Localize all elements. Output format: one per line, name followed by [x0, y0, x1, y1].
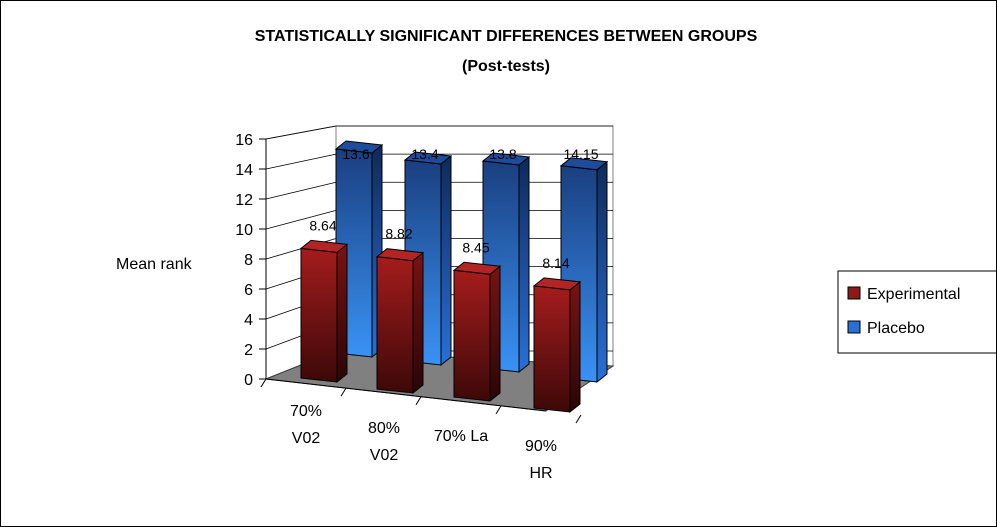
- bar-experimental-top: [532, 277, 582, 291]
- bar-experimental: [532, 277, 582, 414]
- bar-experimental-side: [412, 251, 424, 395]
- legend-swatch-placebo: [847, 320, 861, 334]
- data-label-experimental: 8.14: [542, 255, 569, 271]
- y-tick-label: 6: [244, 282, 253, 299]
- bar-experimental-front: [300, 247, 338, 383]
- legend-label-placebo: Placebo: [867, 320, 925, 337]
- bar-placebo-side: [518, 155, 530, 374]
- x-tick-label: V02: [292, 430, 321, 447]
- gridline-side: [265, 181, 337, 200]
- bar-experimental-front: [376, 256, 414, 394]
- data-label-experimental: 8.82: [385, 226, 412, 242]
- y-axis: 0 2 4 6 8 10 12 14 16: [235, 132, 267, 389]
- bar-experimental: [375, 248, 425, 395]
- bar-experimental-side: [569, 280, 581, 414]
- data-labels-group: 13.6 13.4 13.8 14.15 8.64 8.82 8.45 8.14: [309, 146, 598, 271]
- bars-group: [299, 140, 609, 414]
- bar-experimental-front: [453, 269, 491, 402]
- bar-experimental-side: [336, 243, 348, 384]
- legend: Experimental Placebo: [837, 270, 996, 354]
- gridline-side: [265, 209, 337, 230]
- gridline-side: [265, 125, 337, 140]
- x-tick-label: V02: [370, 447, 399, 464]
- y-tick-label: 10: [235, 222, 253, 239]
- x-tick-label: 80%: [368, 420, 400, 437]
- bar-placebo-side: [596, 160, 608, 384]
- y-tick-label: 14: [235, 162, 253, 179]
- x-tick-label: 70% La: [434, 428, 488, 445]
- y-tick-label: 8: [244, 252, 253, 269]
- y-axis-label: Mean rank: [116, 256, 193, 273]
- bar-placebo-top: [403, 151, 453, 165]
- bar-placebo-top: [334, 140, 384, 154]
- bar-experimental-top: [375, 248, 425, 262]
- x-tick-mark: [260, 378, 267, 388]
- x-tick-mark: [415, 396, 422, 405]
- bar-experimental-top: [452, 261, 502, 275]
- gridline-side: [265, 153, 337, 170]
- data-label-placebo: 13.6: [342, 146, 369, 162]
- data-label-placebo: 13.4: [411, 146, 438, 162]
- bar-placebo-top: [559, 157, 609, 171]
- y-tick-label: 0: [244, 372, 253, 389]
- y-tick-label: 16: [235, 132, 253, 149]
- legend-swatch-experimental: [847, 286, 861, 300]
- data-label-placebo: 13.8: [489, 146, 516, 162]
- legend-box: [837, 270, 996, 354]
- x-axis: 70% V02 80% V02 70% La 90% HR: [260, 378, 582, 482]
- bar-experimental-side: [489, 265, 501, 403]
- x-tick-mark: [495, 405, 502, 415]
- data-label-experimental: 8.45: [462, 239, 489, 255]
- data-label-placebo: 14.15: [563, 146, 598, 162]
- data-label-experimental: 8.64: [309, 217, 336, 233]
- bar-experimental: [452, 261, 502, 403]
- x-axis-line: [265, 378, 547, 412]
- bar-experimental-top: [299, 239, 349, 253]
- x-tick-mark: [575, 414, 582, 424]
- bar-placebo-side: [440, 154, 452, 367]
- x-tick-label: 90%: [525, 438, 557, 455]
- chart-title: STATISTICALLY SIGNIFICANT DIFFERENCES BE…: [255, 28, 758, 45]
- x-tick-label: HR: [529, 465, 552, 482]
- y-tick-label: 4: [244, 312, 253, 329]
- bar-experimental: [299, 239, 349, 384]
- y-tick-label: 12: [235, 192, 253, 209]
- bar-experimental-front: [533, 285, 571, 413]
- legend-label-experimental: Experimental: [867, 286, 960, 303]
- bar-placebo-top: [481, 152, 531, 166]
- x-tick-mark: [340, 387, 347, 397]
- x-tick-label: 70%: [290, 403, 322, 420]
- chart-subtitle: (Post-tests): [462, 58, 550, 75]
- y-tick-label: 2: [244, 342, 253, 359]
